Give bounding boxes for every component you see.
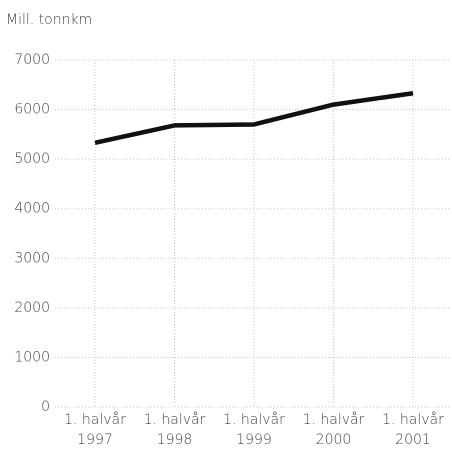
y-tick-label: 7000 bbox=[14, 52, 50, 68]
y-tick-label: 2000 bbox=[14, 300, 50, 316]
x-tick-label: 1. halvår bbox=[382, 411, 444, 428]
y-axis-label: Mill. tonnkm bbox=[6, 12, 92, 28]
x-tick-label: 2000 bbox=[316, 432, 352, 448]
y-tick-label: 3000 bbox=[14, 250, 50, 266]
x-tick-label: 1997 bbox=[77, 432, 113, 448]
x-tick-label: 1. halvår bbox=[64, 411, 126, 428]
x-tick-label: 1999 bbox=[236, 432, 272, 448]
y-tick-label: 1000 bbox=[14, 349, 50, 365]
y-tick-label: 0 bbox=[41, 399, 50, 415]
x-tick-label: 1. halvår bbox=[303, 411, 365, 428]
x-tick-label: 1998 bbox=[157, 432, 193, 448]
y-tick-label: 4000 bbox=[14, 201, 50, 217]
x-tick-label: 1. halvår bbox=[223, 411, 285, 428]
y-tick-label: 6000 bbox=[14, 102, 50, 118]
y-tick-label: 5000 bbox=[14, 151, 50, 167]
x-tick-label: 1. halvår bbox=[144, 411, 206, 428]
line bbox=[94, 90, 414, 145]
x-tick-label: 2001 bbox=[395, 432, 431, 448]
